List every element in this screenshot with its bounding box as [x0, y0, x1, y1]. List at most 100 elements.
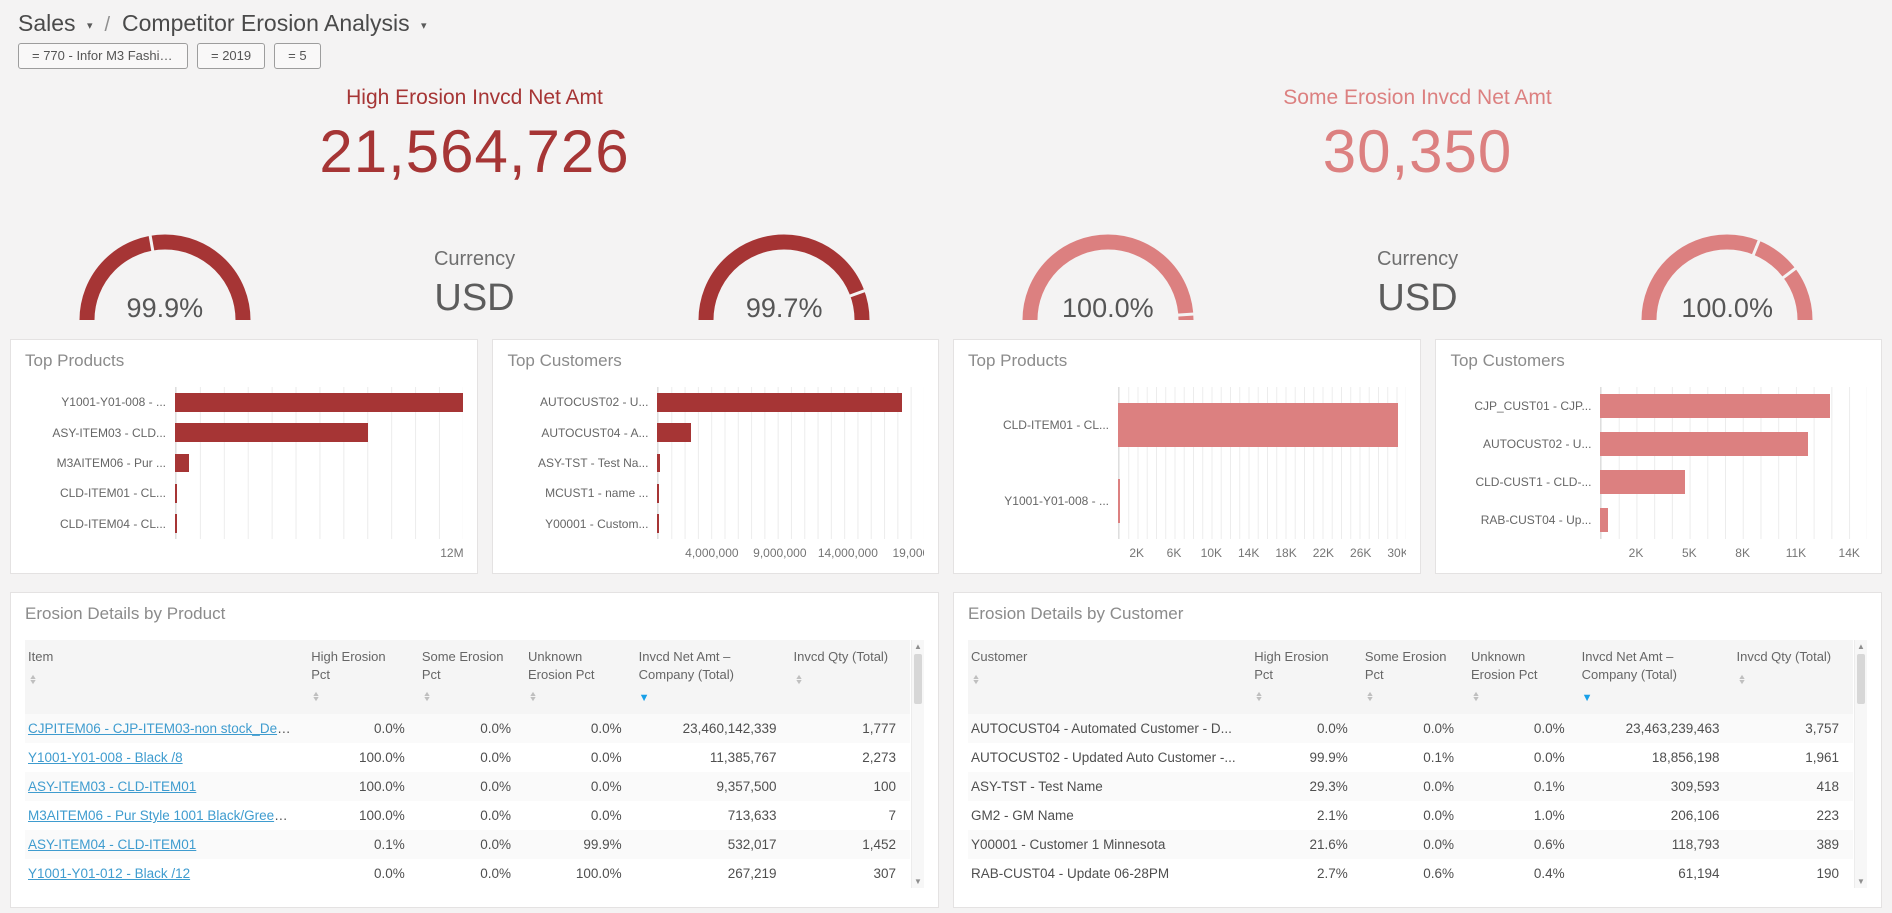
axis-tick-label: 30K	[1387, 546, 1406, 560]
chart-bar[interactable]	[175, 392, 463, 412]
column-header[interactable]: Some Erosion Pct ▲ ▼	[418, 640, 525, 714]
column-header-label: Invcd Net Amt – Company (Total)	[638, 649, 734, 682]
table-cell: 0.0%	[1361, 830, 1468, 859]
axis-tick-label: 26K	[1350, 546, 1372, 560]
table-cell: 100.0%	[359, 808, 405, 823]
gauge-section: 99.9% Currency USD 99.7% 100.0% Currency…	[10, 192, 1882, 324]
table-row[interactable]: CJPITEM06 - CJP-ITEM03-non stock_Descrip…	[25, 714, 910, 743]
table-cell: Y1001-Y01-012 - Black /12	[25, 859, 308, 888]
scrollbar[interactable]: ▲ ▼	[911, 640, 924, 888]
chart-bar[interactable]	[1600, 470, 1685, 494]
table-row[interactable]: ASY-ITEM03 - CLD-ITEM01 100.0% 0.0% 0.0% 9,3…	[25, 772, 910, 801]
chart-bar[interactable]	[175, 453, 190, 473]
item-link[interactable]: Y1001-Y01-012 - Black /12	[28, 866, 191, 881]
table-row[interactable]: ASY-TST - Test Name 29.3% 0.0% 0.1% 309,593 4…	[968, 772, 1853, 801]
chart-bar-track	[1600, 501, 1867, 539]
table-cell: 0.0%	[308, 714, 419, 743]
filter-chip-company[interactable]: = 770 - Infor M3 Fashio...	[18, 43, 188, 69]
tables-row: Erosion Details by Product Item ▲ ▼ High Ero…	[10, 592, 1882, 908]
chart-row: AUTOCUST04 - A...	[507, 417, 924, 447]
table-row[interactable]: Y1001-Y01-008 - Black /8 100.0% 0.0% 0.0% 11…	[25, 743, 910, 772]
scrollbar-thumb[interactable]	[914, 654, 922, 704]
column-header[interactable]: Some Erosion Pct ▲ ▼	[1361, 640, 1468, 714]
item-link[interactable]: Y1001-Y01-008 - Black /8	[28, 750, 183, 765]
column-header[interactable]: Unknown Erosion Pct ▲ ▼	[525, 640, 636, 714]
table-cell: 21.6%	[1251, 830, 1362, 859]
chart-bar[interactable]	[1600, 508, 1609, 532]
chart-bar[interactable]	[657, 483, 660, 503]
column-header[interactable]: High Erosion Pct ▲ ▼	[308, 640, 419, 714]
sort-icon[interactable]: ▲ ▼	[1365, 691, 1454, 703]
column-header[interactable]: Unknown Erosion Pct ▲ ▼	[1468, 640, 1579, 714]
chart-bar[interactable]	[175, 514, 177, 534]
sort-asc-glyph: ▲	[422, 691, 432, 699]
chart-bar[interactable]	[1118, 402, 1399, 448]
scrollbar-thumb[interactable]	[1857, 654, 1865, 704]
table-cell: 100.0%	[575, 866, 622, 881]
table-row[interactable]: Y1001-Y01-012 - Black /12 0.0% 0.0% 100.0% 2…	[25, 859, 910, 888]
chart-bar[interactable]	[1118, 478, 1121, 524]
breadcrumb-page-dropdown[interactable]: Competitor Erosion Analysis ▾	[122, 10, 427, 37]
chart-bar[interactable]	[1600, 394, 1830, 418]
scroll-up-icon[interactable]: ▲	[1857, 642, 1865, 651]
table-row[interactable]: AUTOCUST04 - Automated Customer - D... 0.…	[968, 714, 1853, 743]
table-row[interactable]: ASY-ITEM04 - CLD-ITEM01 0.1% 0.0% 99.9% 532,…	[25, 830, 910, 859]
sort-icon[interactable]: ▲ ▼	[1736, 673, 1840, 686]
chart-bar[interactable]	[175, 423, 368, 442]
item-link[interactable]: ASY-ITEM04 - CLD-ITEM01	[28, 837, 197, 852]
chart-bar[interactable]	[1600, 432, 1809, 456]
chart-bar[interactable]	[657, 514, 660, 534]
column-header[interactable]: Invcd Qty (Total) ▲ ▼	[790, 640, 910, 714]
currency-label: Currency	[433, 248, 516, 270]
sort-asc-glyph: ▲	[311, 691, 321, 699]
table-row[interactable]: AUTOCUST02 - Updated Auto Customer -... 9…	[968, 743, 1853, 772]
breadcrumb-section-dropdown[interactable]: Sales ▾	[18, 10, 92, 37]
table-row[interactable]: RAB-CUST04 - Update 06-28PM 2.7% 0.6% 0.4% 6…	[968, 859, 1853, 888]
table-cell: 389	[1733, 830, 1853, 859]
table-cell: 1,961	[1805, 750, 1839, 765]
table-cell: 0.0%	[1361, 772, 1468, 801]
table-cell: 1,777	[790, 714, 910, 743]
chart-bar[interactable]	[657, 453, 660, 473]
sort-asc-glyph: ▲	[1736, 673, 1747, 681]
sort-asc-glyph: ▲	[971, 673, 981, 681]
chart-bar-track	[175, 417, 463, 447]
scroll-down-icon[interactable]: ▼	[1857, 877, 1865, 886]
scrollbar[interactable]: ▲ ▼	[1854, 640, 1867, 888]
column-header[interactable]: Invcd Net Amt – Company (Total) ▼	[635, 640, 791, 714]
sort-icon[interactable]: ▲ ▼	[311, 691, 405, 703]
scroll-up-icon[interactable]: ▲	[914, 642, 922, 651]
table-erosion-by-customer: Erosion Details by Customer Customer ▲ ▼ Hig…	[953, 592, 1882, 908]
sort-icon[interactable]: ▲ ▼	[794, 674, 897, 686]
sort-icon[interactable]: ▲ ▼	[1471, 691, 1565, 703]
item-link[interactable]: ASY-ITEM03 - CLD-ITEM01	[28, 779, 197, 794]
chart-bar[interactable]	[175, 483, 177, 503]
item-link[interactable]: M3AITEM06 - Pur Style 1001 Black/Green/R…	[28, 808, 309, 823]
sort-icon[interactable]: ▲ ▼	[1254, 691, 1348, 703]
sort-icon[interactable]: ▲ ▼	[28, 674, 294, 686]
chart-bar[interactable]	[657, 392, 903, 412]
filter-chip-period[interactable]: = 5	[274, 43, 321, 69]
charts-row: Top Products Y1001-Y01-008 - ... ASY-ITEM0…	[10, 339, 1882, 574]
filter-chip-year[interactable]: = 2019	[197, 43, 266, 69]
sort-desc-icon[interactable]: ▼	[638, 692, 650, 705]
chart-axis: 4,000,000 9,000,000 14,000,000 19,000,0	[657, 539, 924, 561]
table-cell: ASY-ITEM04 - CLD-ITEM01	[25, 830, 309, 859]
item-link[interactable]: CJPITEM06 - CJP-ITEM03-non stock_Descrip…	[28, 721, 309, 736]
table-row[interactable]: M3AITEM06 - Pur Style 1001 Black/Green/R…	[25, 801, 910, 830]
sort-desc-icon[interactable]: ▼	[1581, 692, 1593, 705]
breadcrumb: Sales ▾ / Competitor Erosion Analysis ▾	[10, 6, 1882, 40]
chart-bar[interactable]	[657, 423, 691, 442]
sort-icon[interactable]: ▲ ▼	[528, 691, 622, 703]
sort-icon[interactable]: ▲ ▼	[971, 673, 1237, 686]
column-header[interactable]: Item ▲ ▼	[25, 640, 309, 714]
column-header[interactable]: Customer ▲ ▼	[968, 640, 1252, 714]
chart-axis: 2K 6K 10K 14K 18K 22K 26K 30K	[1118, 539, 1406, 561]
scroll-down-icon[interactable]: ▼	[914, 877, 922, 886]
sort-icon[interactable]: ▲ ▼	[422, 691, 511, 703]
table-row[interactable]: Y00001 - Customer 1 Minnesota 21.6% 0.0% 0.…	[968, 830, 1853, 859]
column-header[interactable]: Invcd Net Amt – Company (Total) ▼	[1578, 640, 1734, 714]
column-header[interactable]: High Erosion Pct ▲ ▼	[1251, 640, 1362, 714]
column-header[interactable]: Invcd Qty (Total) ▲ ▼	[1733, 640, 1853, 714]
table-row[interactable]: GM2 - GM Name 2.1% 0.0% 1.0% 206,106 223	[968, 801, 1853, 830]
